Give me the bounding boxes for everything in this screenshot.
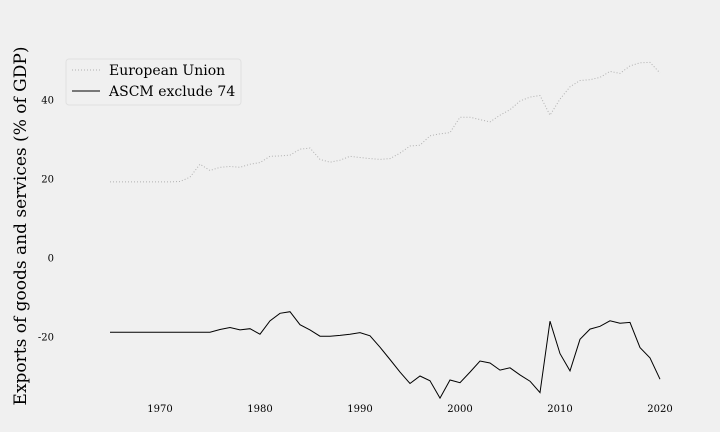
x-tick-label: 1970 — [147, 404, 172, 415]
legend-label-ascm-exclude-74: ASCM exclude 74 — [108, 84, 235, 100]
x-tick-label: 1990 — [347, 404, 372, 415]
x-axis-ticks: 1970 1980 1990 2000 2010 2020 — [147, 404, 672, 415]
y-axis-label: Exports of goods and services (% of GDP) — [11, 47, 31, 406]
x-tick-label: 1980 — [247, 404, 272, 415]
x-tick-label: 2020 — [647, 404, 672, 415]
legend-box — [65, 58, 242, 106]
x-tick-label: 2000 — [447, 404, 472, 415]
series-line-ascm-exclude-74 — [110, 311, 661, 400]
legend-label-european-union: European Union — [109, 63, 225, 79]
series-layer — [110, 61, 661, 400]
series-line-european-union — [110, 61, 661, 183]
x-tick-label: 2010 — [547, 404, 572, 415]
y-axis-ticks: -20 0 20 40 — [38, 96, 54, 344]
y-tick-label: 0 — [48, 254, 54, 265]
y-tick-label: -20 — [38, 333, 54, 344]
y-tick-label: 40 — [41, 96, 54, 107]
legend: European Union ASCM exclude 74 — [65, 58, 242, 106]
y-tick-label: 20 — [41, 175, 54, 186]
